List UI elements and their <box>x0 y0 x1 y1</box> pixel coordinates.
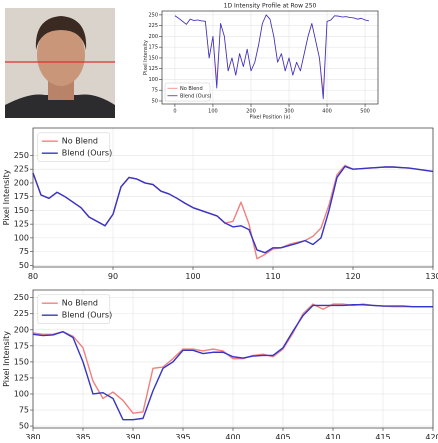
series-line <box>33 165 433 258</box>
x-tick-label: 0 <box>173 109 176 115</box>
figure: 5075100125150175200225250010020030040050… <box>0 0 438 439</box>
chart-title: 1D Intensity Profile at Row 250 <box>224 3 317 10</box>
y-tick-label: 150 <box>14 357 29 366</box>
y-tick-label: 75 <box>19 406 29 415</box>
y-tick-label: 250 <box>14 293 29 302</box>
x-tick-label: 80 <box>28 272 38 281</box>
x-tick-label: 400 <box>322 109 332 115</box>
x-tick-label: 110 <box>265 272 280 281</box>
x-tick-label: 380 <box>25 433 40 439</box>
x-tick-label: 410 <box>325 433 340 439</box>
y-tick-label: 125 <box>14 220 29 229</box>
y-tick-label: 250 <box>148 12 158 18</box>
x-tick-label: 420 <box>425 433 438 439</box>
x-tick-label: 120 <box>345 272 360 281</box>
y-tick-label: 100 <box>148 77 158 83</box>
y-tick-label: 125 <box>14 373 29 382</box>
y-tick-label: 225 <box>148 23 158 29</box>
y-tick-label: 125 <box>148 66 158 72</box>
y-tick-label: 75 <box>152 88 158 94</box>
x-tick-label: 405 <box>275 433 290 439</box>
x-tick-label: 415 <box>375 433 390 439</box>
x-tick-label: 100 <box>208 109 218 115</box>
y-tick-label: 200 <box>148 34 158 40</box>
y-tick-label: 175 <box>148 45 158 51</box>
x-tick-label: 395 <box>175 433 190 439</box>
y-axis-label: Pixel Intensity <box>2 331 11 387</box>
x-tick-label: 400 <box>225 433 240 439</box>
y-tick-label: 175 <box>14 192 29 201</box>
y-axis-label: Pixel Intensity <box>143 40 149 75</box>
y-tick-label: 200 <box>14 325 29 334</box>
y-tick-label: 50 <box>152 98 158 104</box>
y-tick-label: 200 <box>14 178 29 187</box>
x-tick-label: 130 <box>425 272 438 281</box>
x-tick-label: 385 <box>75 433 90 439</box>
y-tick-label: 225 <box>14 309 29 318</box>
x-tick-label: 90 <box>108 272 118 281</box>
x-axis-label: Pixel Position (x) <box>249 115 290 121</box>
y-tick-label: 50 <box>19 422 29 431</box>
legend-label: No Blend <box>180 86 203 92</box>
y-tick-label: 75 <box>19 247 29 256</box>
page: {"chart_data": [ {"type": "line", "title… <box>0 0 438 439</box>
y-tick-label: 225 <box>14 165 29 174</box>
x-tick-label: 500 <box>360 109 370 115</box>
y-tick-label: 100 <box>14 389 29 398</box>
legend-label: Blend (Ours) <box>62 311 112 320</box>
legend-label: Blend (Ours) <box>62 149 112 158</box>
legend-label: Blend (Ours) <box>180 93 212 99</box>
series-line <box>33 166 433 252</box>
y-tick-label: 150 <box>14 206 29 215</box>
y-axis-label: Pixel Intensity <box>2 169 11 225</box>
y-tick-label: 175 <box>14 341 29 350</box>
y-tick-label: 100 <box>14 233 29 242</box>
x-tick-label: 390 <box>125 433 140 439</box>
y-tick-label: 50 <box>19 261 29 270</box>
legend-label: No Blend <box>62 299 98 308</box>
legend-label: No Blend <box>62 137 98 146</box>
y-tick-label: 250 <box>14 151 29 160</box>
y-tick-label: 150 <box>148 55 158 61</box>
x-tick-label: 100 <box>185 272 200 281</box>
face-photo <box>5 8 115 118</box>
